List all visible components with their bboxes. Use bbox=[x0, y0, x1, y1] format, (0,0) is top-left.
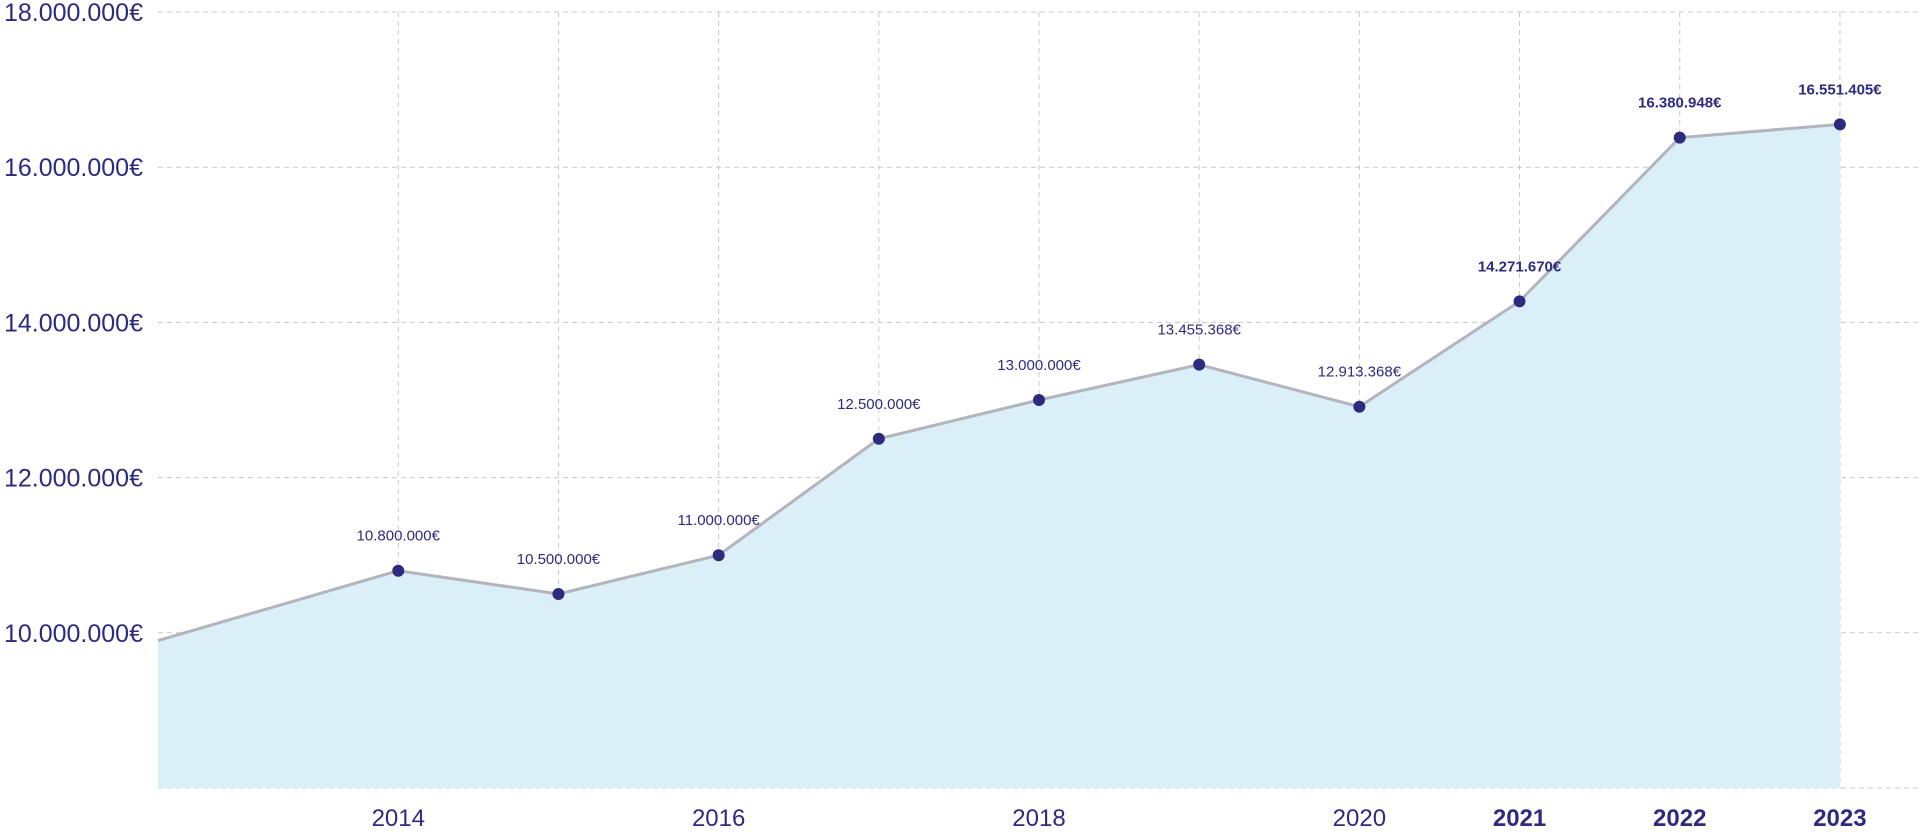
y-tick-label-3: 16.000.000€ bbox=[4, 154, 143, 182]
data-labels: 10.800.000€ 10.500.000€ 11.000.000€ 12.500.… bbox=[357, 81, 1883, 568]
data-point-2019 bbox=[1193, 358, 1206, 371]
data-label-2021: 14.271.670€ bbox=[1478, 258, 1562, 275]
data-label-2017: 12.500.000€ bbox=[837, 396, 921, 413]
y-tick-label-4: 18.000.000€ bbox=[4, 0, 143, 27]
x-tick-label-2022: 2022 bbox=[1653, 805, 1706, 832]
data-point-2021 bbox=[1513, 295, 1526, 308]
data-label-2022: 16.380.948€ bbox=[1638, 95, 1722, 112]
x-tick-label-2018: 2018 bbox=[1012, 805, 1065, 832]
x-tick-label-2014: 2014 bbox=[372, 805, 425, 832]
x-tick-label-2023: 2023 bbox=[1813, 805, 1866, 832]
data-point-2016 bbox=[712, 549, 725, 562]
y-tick-label-0: 10.000.000€ bbox=[4, 620, 143, 648]
data-label-2019: 13.455.368€ bbox=[1157, 322, 1241, 339]
y-tick-label-1: 12.000.000€ bbox=[4, 465, 143, 493]
data-label-2018: 13.000.000€ bbox=[997, 357, 1081, 374]
x-tick-label-2020: 2020 bbox=[1333, 805, 1386, 832]
data-label-2023: 16.551.405€ bbox=[1798, 81, 1882, 98]
data-point-2017 bbox=[872, 432, 885, 445]
data-point-2023 bbox=[1833, 118, 1846, 131]
x-tick-label-2016: 2016 bbox=[692, 805, 745, 832]
data-label-2016: 11.000.000€ bbox=[677, 512, 760, 529]
x-tick-label-2021: 2021 bbox=[1493, 805, 1546, 832]
y-tick-label-2: 14.000.000€ bbox=[4, 309, 143, 337]
data-point-2018 bbox=[1033, 394, 1045, 406]
x-axis-labels: 2014 2016 2018 2020 2021 2022 2023 bbox=[372, 805, 1867, 832]
data-label-2020: 12.913.368€ bbox=[1318, 364, 1402, 381]
data-point-2022 bbox=[1673, 131, 1686, 144]
data-label-2014: 10.800.000€ bbox=[357, 528, 441, 545]
y-axis-labels: 10.000.000€ 12.000.000€ 14.000.000€ 16.000.… bbox=[4, 0, 143, 648]
data-point-2020 bbox=[1353, 400, 1366, 413]
data-point-2015 bbox=[552, 588, 565, 600]
area-fill bbox=[158, 124, 1840, 789]
data-point-2014 bbox=[392, 564, 405, 577]
data-label-2015: 10.500.000€ bbox=[517, 551, 601, 568]
data-points bbox=[392, 118, 1846, 600]
